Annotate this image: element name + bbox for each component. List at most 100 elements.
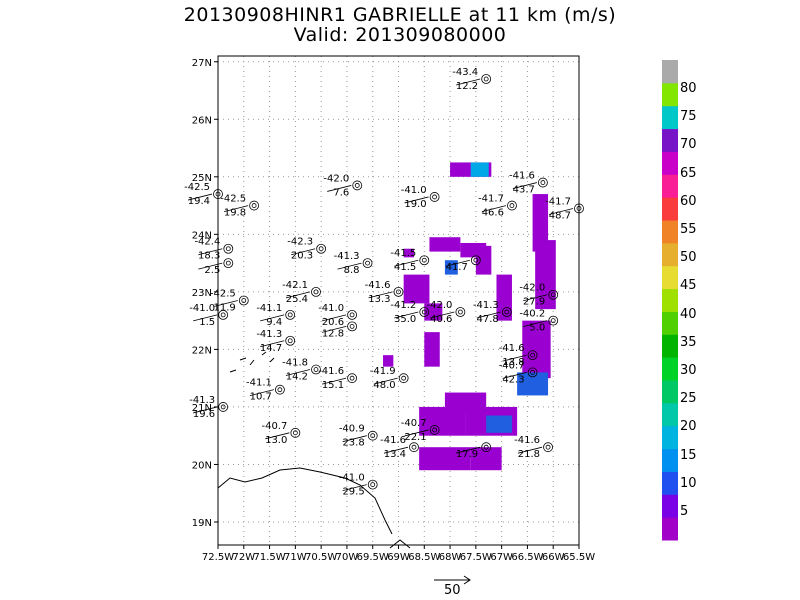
station-inner-circle: [220, 312, 226, 318]
station-temperature: -41.7: [545, 196, 571, 207]
station-plot: 12.8: [322, 321, 357, 339]
station-inner-circle: [550, 292, 556, 298]
wind-barb: [260, 340, 285, 348]
colorbar-label: 60: [680, 193, 697, 209]
station-speed: 19.0: [404, 199, 426, 210]
wind-barb: [456, 446, 481, 454]
lon-tick-label: 70.5W: [305, 552, 337, 563]
station-inner-circle: [225, 246, 231, 252]
wind-barb: [456, 78, 481, 86]
station-plot: -40.7 13.0: [261, 421, 301, 446]
map-grid: [217, 56, 580, 545]
station-temperature: -42.0: [427, 300, 453, 311]
wind-barb: [291, 248, 316, 256]
station-temperature: -41.2: [390, 300, 416, 311]
lon-tick-label: 71W: [284, 552, 307, 563]
station-circle: [290, 427, 301, 438]
lat-tick-label: 22N: [192, 345, 212, 356]
wind-barb: [327, 185, 352, 192]
station-plot: -41.6 43.7: [509, 171, 548, 196]
wind-barb: [502, 354, 527, 362]
station-speed: 12.8: [322, 328, 344, 339]
station-speed: 11.9: [214, 303, 236, 314]
station-plot: -41.1 9.4: [256, 303, 296, 328]
station-temperature: -41.1: [246, 378, 272, 389]
station-speed: 19.6: [193, 409, 215, 420]
station-plot: -41.3 47.8: [473, 300, 512, 325]
station-circle: [274, 384, 285, 395]
radar-echo-cell: [496, 274, 512, 321]
station-inner-circle: [483, 444, 489, 450]
station-inner-circle: [530, 352, 535, 358]
station-temperature: -41.5: [390, 248, 416, 259]
lat-tick-label: 26N: [192, 115, 212, 126]
station-circle: [367, 430, 378, 441]
station-speed: 41.7: [446, 262, 468, 273]
station-inner-circle: [411, 444, 417, 450]
station-speed: 43.7: [513, 185, 535, 196]
station-circle: [470, 255, 481, 266]
station-temperature: -41.6: [318, 366, 344, 377]
station-temperature: -40.9: [339, 424, 365, 435]
wind-barb: [502, 372, 527, 379]
station-plot: -42.5 19.4: [184, 182, 223, 207]
station-inner-circle: [225, 260, 231, 266]
wind-barb: [404, 429, 429, 437]
station-temperature: -40.7: [261, 421, 287, 432]
station-circle: [223, 258, 234, 269]
wind-barb: [523, 294, 548, 302]
station-inner-circle: [530, 370, 535, 375]
colorbar-swatch: [662, 242, 678, 267]
station-plot: -41.1 10.7: [246, 378, 285, 403]
station-temperature: -42.4: [194, 237, 220, 248]
colorbar-swatch: [662, 197, 678, 221]
station-temperature: -41.6: [365, 280, 391, 291]
station-temperature: -42.5: [210, 289, 236, 300]
station-temperature: -41.6: [380, 435, 406, 446]
station-speed: 40.6: [430, 314, 452, 325]
wind-barb: [394, 311, 419, 319]
station-circle: [249, 200, 260, 211]
wind-barb: [187, 193, 213, 201]
station-circle: [419, 255, 430, 266]
station-speed: 15.1: [322, 380, 344, 391]
station-speed: 1.5: [199, 317, 215, 328]
station-circle: [393, 286, 404, 297]
radar-echo-cell: [522, 320, 551, 379]
colorbar-label: 55: [680, 222, 697, 237]
station-temperature: -41.3: [189, 395, 215, 406]
station-speed: 41.5: [394, 262, 416, 273]
station-inner-circle: [241, 298, 247, 303]
colorbar-label: 75: [680, 109, 697, 125]
station-temperature: -41.0: [189, 303, 215, 314]
station-inner-circle: [457, 309, 463, 315]
station-plot: -41.0 19.0: [401, 185, 440, 210]
colorbar-swatch: [662, 265, 678, 290]
station-plot: -40.2 5.0: [519, 309, 559, 334]
wind-barb: [193, 314, 218, 322]
station-circle: [501, 307, 512, 317]
colorbar-swatch: [662, 311, 678, 335]
station-circle: [548, 289, 559, 300]
station-circle: [548, 315, 559, 326]
station-inner-circle: [483, 76, 489, 82]
lon-tick-label: 66W: [542, 552, 565, 563]
station-inner-circle: [504, 309, 510, 315]
station-speed: 19.4: [188, 196, 210, 207]
station-temperature: -41.3: [334, 251, 360, 262]
station-speed: 23.8: [342, 438, 364, 449]
station-circle: [347, 373, 357, 384]
station-plots: -43.4 12.2 -42.0 7.6 -42.5 19.8 -42.5 19.4 -41.0…: [184, 67, 584, 498]
station-speed: 14.7: [260, 343, 282, 354]
station-circle: [409, 442, 419, 453]
wind-barb: [517, 446, 543, 454]
wind-barb: [523, 320, 548, 328]
station-inner-circle: [220, 404, 226, 410]
station-inner-circle: [313, 289, 319, 295]
station-speed: 42.3: [502, 374, 524, 385]
station-inner-circle: [287, 312, 293, 318]
station-circle: [507, 200, 517, 211]
station-speed: 12.2: [456, 81, 478, 92]
station-speed: 10.7: [250, 392, 272, 403]
station-circle: [429, 425, 440, 435]
